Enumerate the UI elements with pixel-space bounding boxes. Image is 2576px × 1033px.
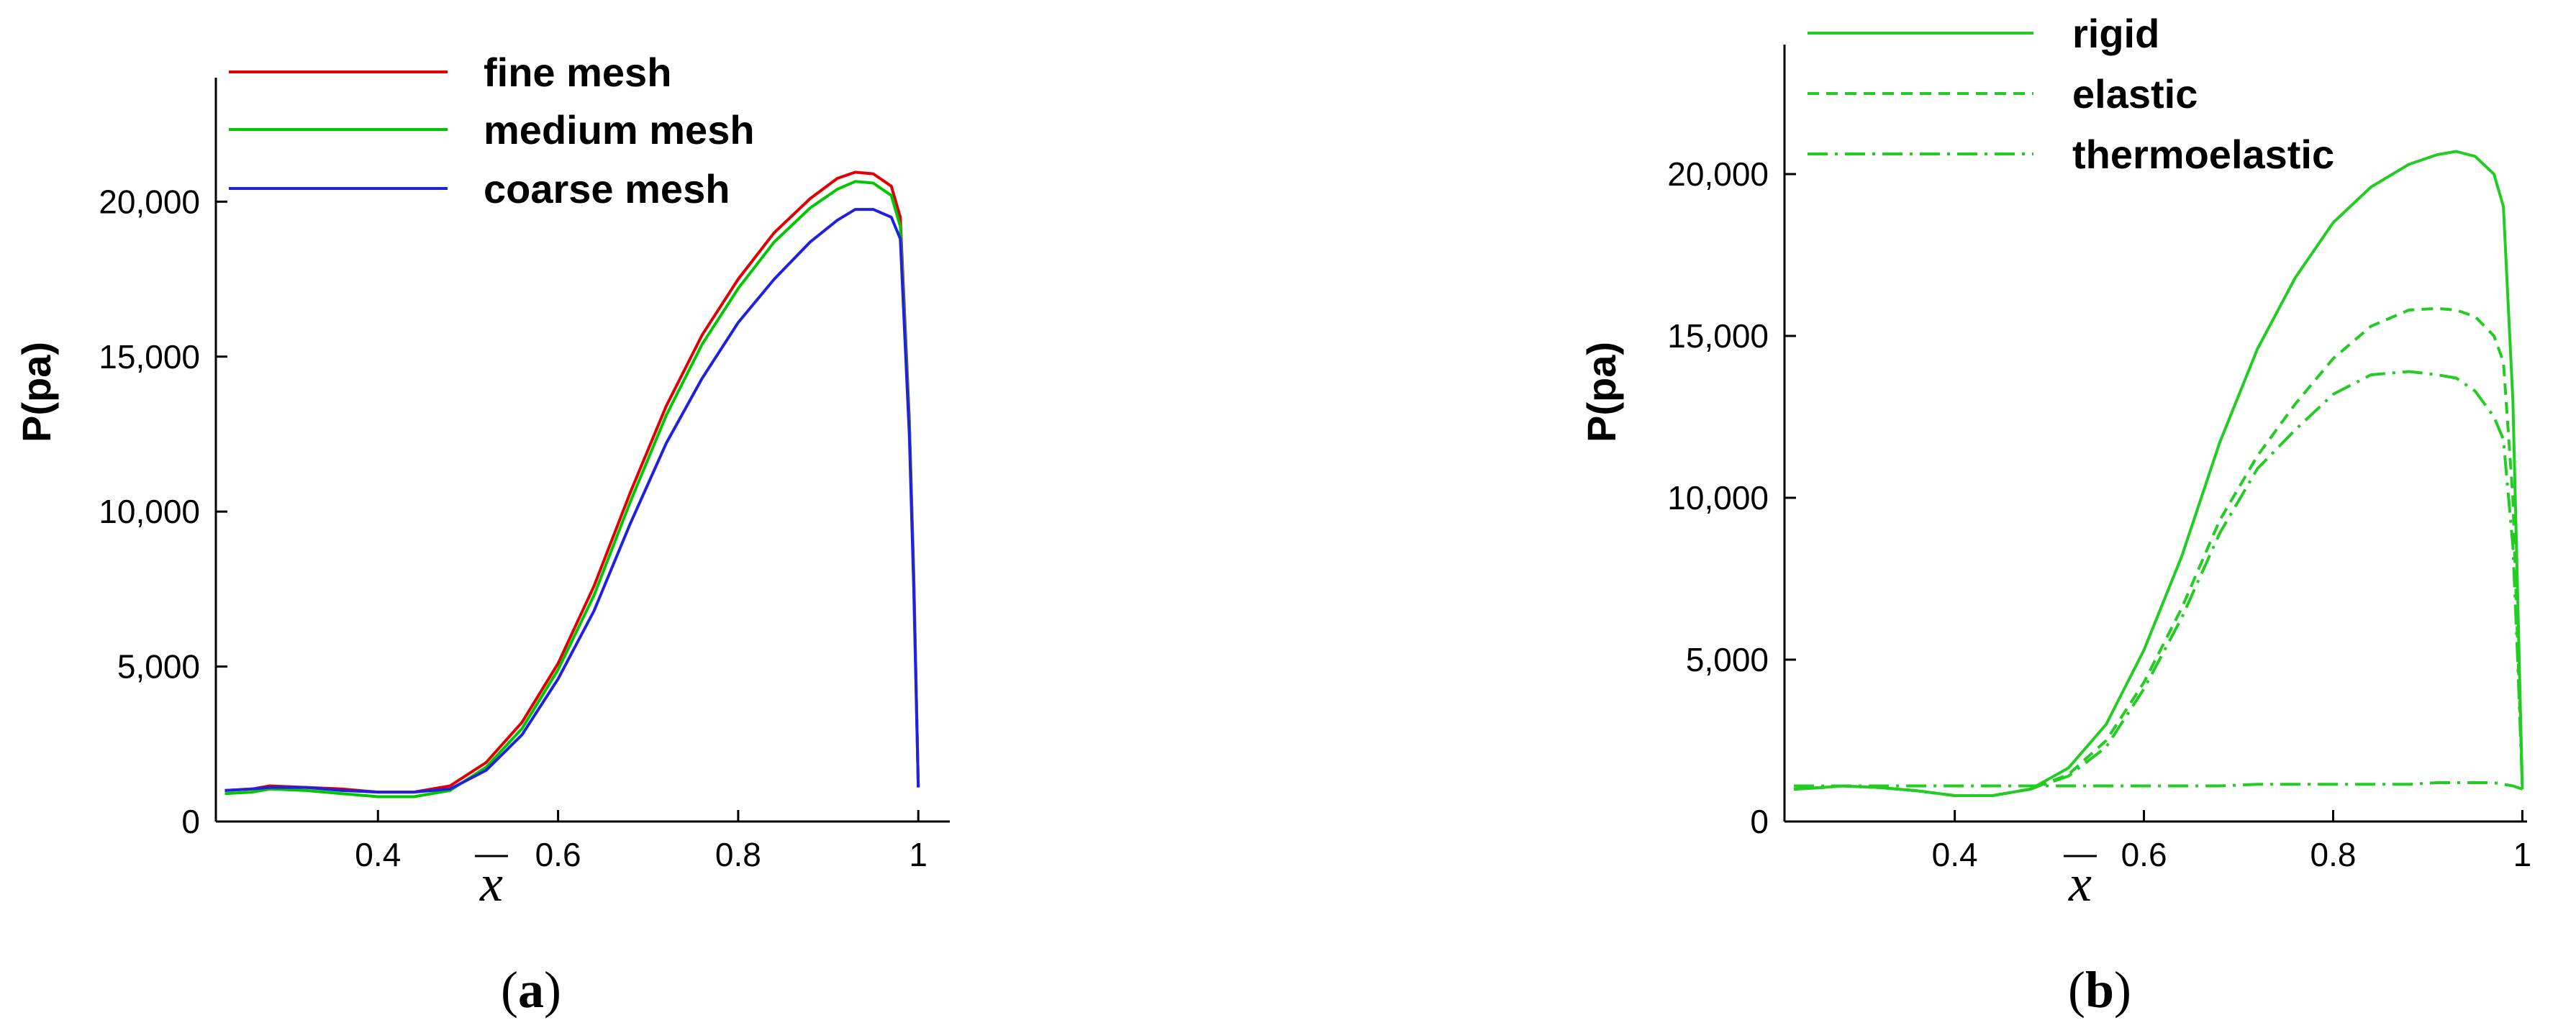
- panel-b-y-tick-label: 0: [1750, 803, 1769, 840]
- panel-a-y-axis-label: P(pa): [14, 342, 59, 442]
- panel-b-x-axis-label: x: [2068, 855, 2092, 912]
- panel-b-x-tick-label: 1: [2513, 836, 2532, 873]
- panel-b-y-tick-label: 15,000: [1667, 317, 1769, 355]
- panel-b-chart: 0.4 0.6 0.8 1 0 5,000 10,000 15,000 20,000 rigid…: [1579, 11, 2531, 912]
- panel-a-x-tick-label: 0.4: [355, 836, 401, 873]
- panel-b-series-rigid-line: [1793, 150, 2524, 797]
- panel-a-legend-label: fine mesh: [484, 50, 671, 95]
- panel-a-series-medium-mesh-line: [225, 180, 920, 798]
- panel-b-y-axis-label: P(pa): [1579, 342, 1624, 442]
- panel-a-x-tick-label: 0.6: [535, 836, 581, 873]
- panel-a-chart: 0.4 0.6 0.8 1 0 5,000 10,000 15,000 20,000 fine …: [14, 50, 950, 912]
- panel-b-series-elastic-line: [1793, 306, 2524, 797]
- caption-a: (a): [501, 961, 561, 1019]
- panel-a-x-tick-label: 0.8: [715, 836, 761, 873]
- panel-a-series-coarse-mesh-line: [225, 208, 920, 794]
- panel-a-y-tick-label: 5,000: [117, 648, 200, 686]
- panel-b-series-unlabeled-3-line: [1793, 370, 2524, 797]
- panel-a-x-axis-label: x: [479, 855, 503, 912]
- panel-b-y-tick-label: 5,000: [1686, 641, 1769, 678]
- panel-b-x-tick-label: 0.6: [2121, 836, 2167, 873]
- panel-a-y-tick-label: 0: [181, 803, 200, 840]
- panel-b-legend-label: elastic: [2072, 71, 2198, 117]
- panel-b-x-tick-label: 0.8: [2310, 836, 2357, 873]
- panel-b-y-tick-label: 20,000: [1667, 155, 1769, 193]
- panel-a-x-tick-label: 1: [909, 836, 928, 873]
- panel-b-y-tick-label: 10,000: [1667, 479, 1769, 516]
- panel-b-legend-label: thermoelastic: [2072, 132, 2334, 177]
- panel-b-x-tick-label: 0.4: [1932, 836, 1978, 873]
- panel-a-series-fine-mesh-line: [225, 170, 920, 794]
- panel-a-y-tick-label: 15,000: [99, 338, 200, 376]
- caption-b: (b): [2068, 961, 2131, 1019]
- panel-b-legend-label: rigid: [2072, 11, 2159, 56]
- panel-b-series-thermoelastic-line: [1794, 781, 2523, 791]
- panel-a-y-tick-label: 20,000: [99, 183, 200, 220]
- panel-a-legend-label: medium mesh: [484, 107, 755, 153]
- panel-a-legend-label: coarse mesh: [484, 166, 730, 211]
- panel-a-y-tick-label: 10,000: [99, 493, 200, 530]
